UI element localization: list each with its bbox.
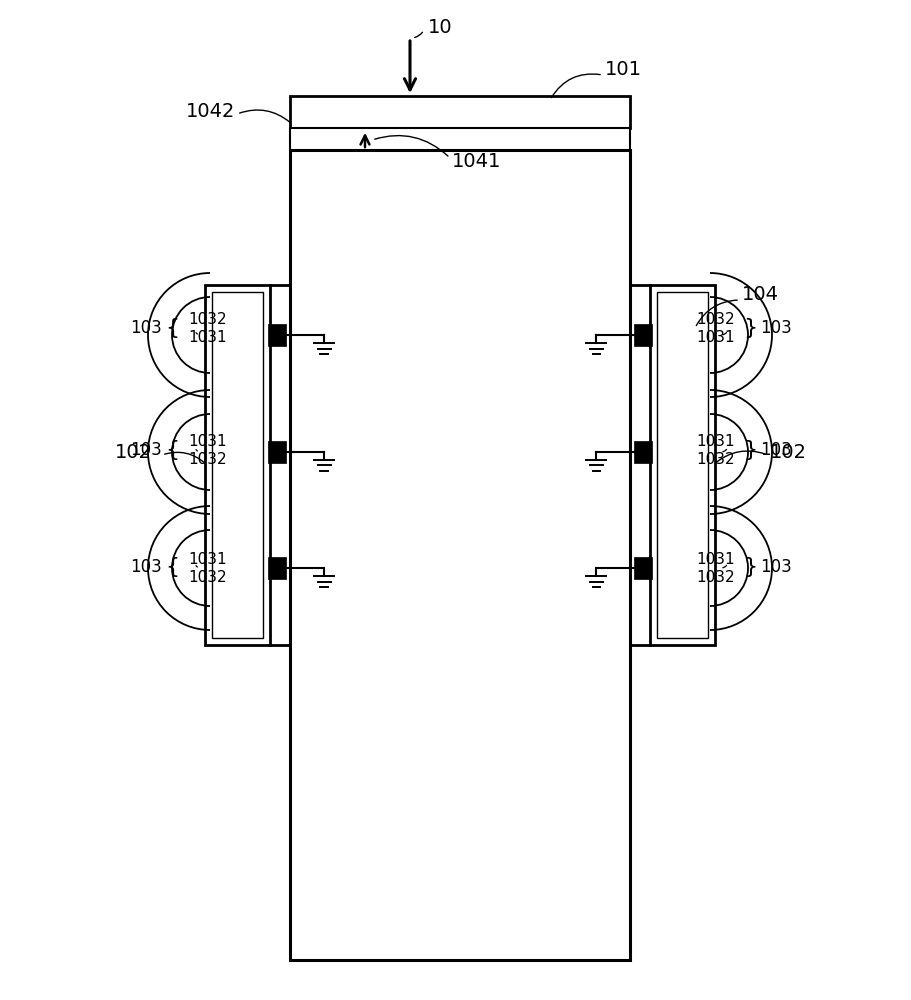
Text: 103: 103 <box>130 441 162 459</box>
Text: 102: 102 <box>115 442 152 462</box>
Bar <box>633 324 651 346</box>
Bar <box>211 292 262 638</box>
Bar <box>290 128 630 150</box>
Text: 103: 103 <box>759 319 791 337</box>
Text: 10: 10 <box>427 18 452 37</box>
Text: 1032: 1032 <box>696 569 734 584</box>
Bar <box>656 292 707 638</box>
Text: 1042: 1042 <box>186 102 235 121</box>
Text: 1032: 1032 <box>188 569 226 584</box>
Bar <box>633 441 651 463</box>
Bar <box>633 557 651 579</box>
Text: 1031: 1031 <box>188 330 226 346</box>
Bar <box>268 557 286 579</box>
Text: 103: 103 <box>130 558 162 576</box>
Text: }: } <box>742 318 756 338</box>
Text: 1031: 1031 <box>696 434 734 450</box>
Bar <box>205 285 270 645</box>
Text: 1031: 1031 <box>696 330 734 346</box>
Text: 1032: 1032 <box>696 312 734 328</box>
Text: 103: 103 <box>759 558 791 576</box>
Text: 1032: 1032 <box>188 452 226 468</box>
Text: }: } <box>742 440 756 460</box>
Text: 1032: 1032 <box>188 312 226 328</box>
Text: 1032: 1032 <box>696 452 734 468</box>
Text: }: } <box>742 557 756 577</box>
Text: 104: 104 <box>742 286 778 304</box>
Bar <box>268 441 286 463</box>
Text: 1031: 1031 <box>696 552 734 566</box>
Text: 1041: 1041 <box>452 152 501 171</box>
Text: 103: 103 <box>759 441 791 459</box>
Text: {: { <box>165 318 179 338</box>
Text: 102: 102 <box>769 442 806 462</box>
Bar <box>290 96 630 128</box>
Text: 1031: 1031 <box>188 552 226 566</box>
Text: 1031: 1031 <box>188 434 226 450</box>
Text: {: { <box>165 557 179 577</box>
Text: {: { <box>165 440 179 460</box>
Bar <box>650 285 714 645</box>
Bar <box>290 150 630 960</box>
Text: 101: 101 <box>604 60 641 79</box>
Bar <box>268 324 286 346</box>
Text: 103: 103 <box>130 319 162 337</box>
